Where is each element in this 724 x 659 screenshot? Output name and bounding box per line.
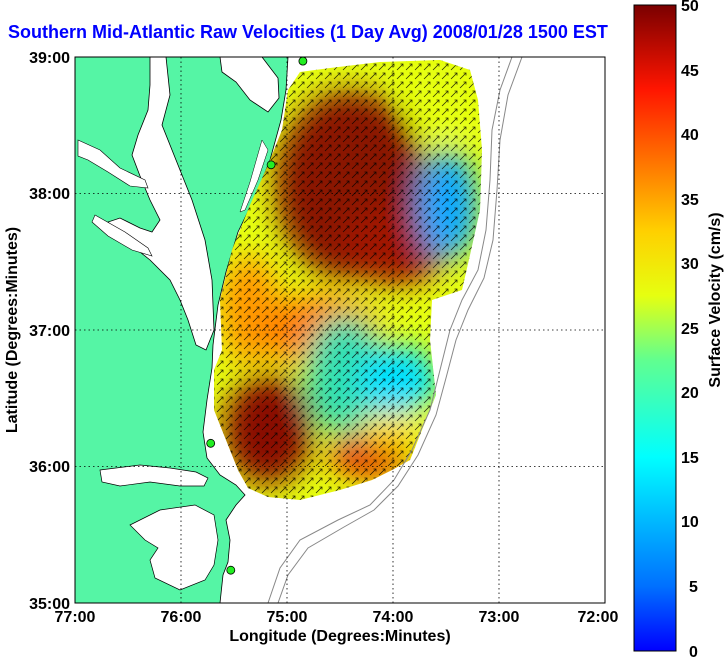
map-title: Southern Mid-Atlantic Raw Velocities (1 …	[8, 22, 608, 42]
colorbar-tick-label: 40	[681, 127, 699, 144]
velocity-field	[214, 60, 482, 500]
bathymetry-contours	[267, 57, 523, 603]
plot-frame	[74, 56, 606, 604]
landmass	[75, 57, 289, 603]
delaware-bay	[219, 57, 280, 113]
colorbar-tick-label: 25	[681, 321, 699, 338]
colorbar-tick-label: 30	[681, 256, 699, 273]
y-axis-ticks: 39:00 38:00 37:00 36:00 35:00	[29, 50, 70, 613]
y-tick-label: 37:00	[29, 323, 70, 340]
x-tick-label: 73:00	[479, 609, 520, 626]
x-tick-label: 74:00	[373, 609, 414, 626]
y-axis-label: Latitude (Degrees:Minutes)	[4, 227, 21, 433]
colorbar-tick-label: 10	[681, 514, 699, 531]
colorbar-tick-label: 15	[681, 450, 699, 467]
graticule	[75, 57, 605, 603]
x-tick-label: 76:00	[161, 609, 202, 626]
colorbar-tick-label: 0	[689, 644, 698, 659]
radar-stations	[206, 57, 308, 575]
y-tick-label: 39:00	[29, 50, 70, 67]
x-axis-ticks: 77:00 76:00 75:00 74:00 73:00 72:00	[55, 609, 619, 626]
radar-station-marker	[298, 57, 308, 66]
plot-area	[75, 57, 605, 603]
x-tick-label: 75:00	[267, 609, 308, 626]
colorbar-ticks: 50 45 40 35 30 25 20 15 10 5 0	[681, 0, 699, 659]
colorbar-gradient	[633, 4, 677, 652]
radar-station-marker	[226, 565, 236, 575]
colorbar-tick-label: 20	[681, 385, 699, 402]
colorbar-label: Surface Velocity (cm/s)	[707, 212, 724, 387]
colorbar-tick-label: 45	[681, 63, 699, 80]
x-axis-label: Longitude (Degrees:Minutes)	[229, 628, 450, 645]
coastal-bays	[239, 139, 269, 213]
radar-station-marker	[206, 438, 216, 448]
pamlico-sound	[129, 504, 219, 591]
colorbar-tick-label: 50	[681, 0, 699, 15]
potomac-river	[77, 139, 149, 189]
chesapeake-bay	[107, 57, 215, 351]
y-tick-label: 38:00	[29, 186, 70, 203]
colorbar: 50 45 40 35 30 25 20 15 10 5 0 Surface V…	[633, 0, 724, 659]
y-tick-label: 36:00	[29, 459, 70, 476]
x-tick-label: 72:00	[578, 609, 619, 626]
radar-station-marker	[266, 160, 276, 170]
colorbar-tick-label: 35	[681, 192, 699, 209]
x-tick-label: 77:00	[55, 609, 96, 626]
colorbar-tick-label: 5	[689, 579, 698, 596]
rappahannock-river	[91, 214, 153, 257]
y-tick-label: 35:00	[29, 596, 70, 613]
